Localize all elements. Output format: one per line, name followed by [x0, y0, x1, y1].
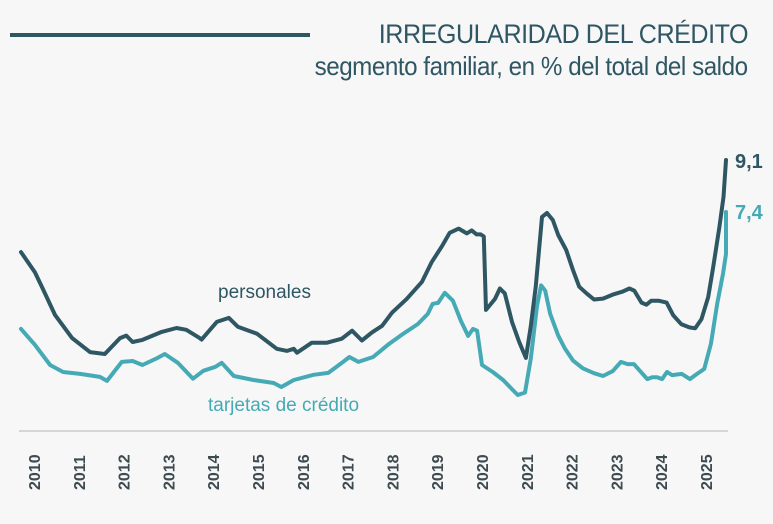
x-tick-label: 2025	[699, 454, 716, 490]
x-tick-label: 2015	[251, 454, 268, 490]
x-tick-label: 2023	[609, 454, 626, 490]
chart-subtitle: segmento familiar, en % del total del sa…	[315, 51, 748, 81]
x-tick-label: 2014	[206, 454, 223, 490]
chart-title: IRREGULARIDAD DEL CRÉDITO	[378, 19, 749, 49]
x-tick-label: 2019	[430, 454, 447, 490]
series-lines	[19, 158, 728, 397]
x-tick-label: 2022	[565, 454, 582, 490]
series-line-personales	[19, 158, 728, 360]
x-tick-label: 2010	[27, 454, 44, 490]
x-tick-label: 2011	[72, 455, 89, 490]
series-label-tarjetas: tarjetas de crédito	[208, 395, 359, 416]
x-axis-ticks: 2010 2011 2012 2013 2014 2015 2016 2017 2018 2019…	[27, 454, 716, 490]
x-tick-label: 2017	[341, 454, 358, 490]
series-label-personales: personales	[218, 282, 311, 303]
title-rule	[10, 33, 310, 37]
x-tick-label: 2016	[296, 454, 313, 490]
series-line-tarjetas	[19, 210, 728, 397]
end-label-tarjetas: 7,4	[735, 202, 764, 224]
x-tick-label: 2024	[654, 454, 671, 490]
end-label-personales: 9,1	[735, 151, 763, 173]
x-tick-label: 2013	[161, 454, 178, 490]
x-tick-label: 2018	[385, 454, 402, 490]
x-tick-label: 2012	[117, 454, 134, 490]
x-tick-label: 2020	[475, 454, 492, 490]
x-tick-label: 2021	[520, 454, 537, 490]
